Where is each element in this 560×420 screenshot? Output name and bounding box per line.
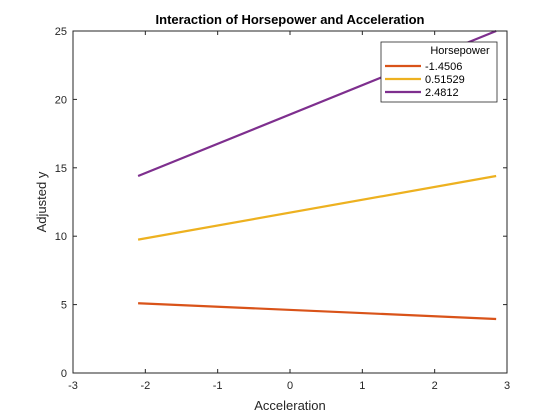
y-tick-label: 10	[55, 231, 67, 243]
x-tick-label: 1	[359, 380, 365, 392]
legend-title: Horsepower	[430, 45, 490, 57]
x-tick-label: 2	[432, 380, 438, 392]
y-axis-label: Adjusted y	[34, 171, 49, 232]
legend-entry-label: 2.4812	[425, 87, 459, 99]
y-tick-label: 5	[61, 300, 67, 312]
series-line	[138, 302, 497, 321]
y-tick-label: 25	[55, 26, 67, 38]
legend-entry-label: 0.51529	[425, 74, 465, 86]
x-tick-label: -1	[213, 380, 223, 392]
x-tick-label: -2	[140, 380, 150, 392]
x-axis-label: Acceleration	[254, 398, 326, 413]
x-tick-label: 3	[504, 380, 510, 392]
x-tick-label: 0	[287, 380, 293, 392]
x-tick-label: -3	[68, 380, 78, 392]
x-axis-ticks: -3 -2 -1 0 1 2 3	[68, 31, 510, 392]
y-tick-label: 15	[55, 163, 67, 175]
chart-title: Interaction of Horsepower and Accelerati…	[156, 12, 425, 27]
legend-entry-label: -1.4506	[425, 61, 462, 73]
series-line	[137, 174, 497, 241]
y-tick-label: 0	[61, 368, 67, 380]
y-axis-ticks: 0 5 10 15 20 25	[55, 26, 507, 380]
y-tick-label: 20	[55, 94, 67, 106]
